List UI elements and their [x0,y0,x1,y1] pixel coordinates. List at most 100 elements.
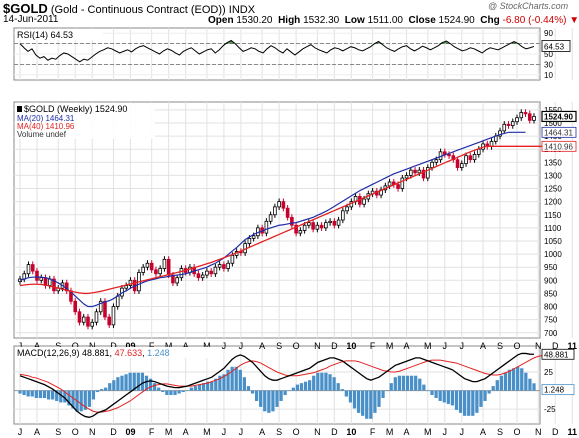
price-candle [158,268,162,275]
macd-histogram-bar [393,377,397,391]
macd-tick-label: -25 [544,405,556,414]
price-xtick-label: J [18,341,23,351]
macd-histogram-bar [463,390,467,416]
macd-histogram-bar [140,372,145,391]
macd-histogram-bar [214,378,218,391]
macd-title: MACD(12,26,9) 48.881, 47.633, 1.248 [17,348,170,358]
price-candle [341,210,345,221]
macd-histogram-bar [385,390,389,392]
macd-histogram-bar [181,390,185,393]
macd-histogram-bar [516,366,520,391]
rsi-tick-label: 90 [544,29,553,38]
macd-value: 48.881, [82,348,115,358]
macd-histogram-bar [324,372,328,391]
macd-histogram-bar [524,372,528,391]
macd-histogram-bar [511,368,516,391]
price-xtick-label: N [314,341,321,351]
price-candle [502,123,507,132]
price-xtick-label: F [370,341,376,351]
price-candle [332,220,337,226]
price-candle [154,269,158,275]
macd-histogram-bar [267,390,271,413]
ma40-legend: MA(40) 1410.96 [17,122,75,131]
macd-histogram-bar [495,380,499,391]
price-candle [52,278,56,292]
macd-name: MACD(12,26,9) [17,348,82,358]
macd-histogram-bar [71,390,75,409]
macd-xtick-label: J [460,427,465,437]
price-candle [294,224,298,234]
price-candle [205,270,209,276]
macd-histogram-bar [51,390,55,400]
price-candle [315,224,320,230]
close-value: 1524.90 [438,15,475,26]
chg-value: -6.80 (-0.44%) [502,15,567,26]
macd-histogram-bar [283,390,287,396]
macd-xtick-label: D [552,427,559,437]
price-legend-candle-icon [17,106,22,112]
macd-xtick-label: M [165,427,173,437]
rsi-tick-label: 10 [544,71,553,80]
price-tick-label: 1050 [544,237,562,246]
macd-xtick-label: F [370,427,376,437]
price-candle [345,206,349,212]
price-candle [90,321,95,327]
macd-histogram-bar [189,387,193,391]
price-candle [247,237,252,245]
macd-histogram-bar [148,378,153,391]
macd-xtick-label: 11 [567,427,577,437]
macd-histogram-bar [369,390,373,419]
price-candle [30,264,35,272]
macd-xtick-label: J [222,427,227,437]
price-xtick-label: M [386,341,394,351]
macd-xtick-label: J [443,427,448,437]
price-current-box-ma40 [541,140,577,152]
macd-histogram-bar [116,377,120,391]
macd-histogram-bar [193,386,198,391]
ma20-line [19,131,526,308]
price-candle [319,224,324,229]
macd-xtick-label: A [34,427,40,437]
macd-histogram-bar [291,387,295,391]
macd-histogram-bar [471,390,475,416]
price-candle [311,222,315,230]
price-candle [523,112,528,115]
price-candle [166,258,171,276]
macd-histogram-bar [414,375,418,391]
macd-histogram-bar [352,390,357,409]
open-label: Open [208,15,234,26]
price-candle [324,222,328,229]
price-xtick-label: O [293,341,300,351]
macd-histogram-bar [279,390,283,401]
macd-xtick-label: A [259,427,265,437]
macd-histogram-bar [377,390,381,407]
price-tick-label: 1350 [544,158,562,167]
macd-title-bg [15,347,215,358]
macd-histogram-bar [467,390,471,416]
macd-xtick-label: J [18,427,23,437]
macd-histogram-bar [475,390,479,413]
rsi-current-label: 64.53 [544,42,565,51]
macd-xtick-label: D [331,427,338,437]
rsi-tick-label: 30 [544,60,553,69]
price-candle [175,277,179,284]
price-candle [532,116,536,121]
macd-current-box-hist [541,384,575,396]
panel-frame-price [13,101,541,339]
price-candle [77,311,82,323]
macd-xtick-label: O [72,427,79,437]
price-candle [264,220,269,234]
price-candle [336,219,341,226]
macd-histogram-bar [108,383,112,391]
rsi-tick-label: 50 [544,50,553,59]
macd-histogram-bar [173,390,177,396]
macd-histogram-bar [271,390,275,412]
price-candle [111,306,116,326]
price-xtick-label: 11 [567,341,577,351]
price-candle [230,254,235,264]
price-candle [455,159,460,168]
macd-histogram-bar [42,390,47,398]
macd-histogram-bar [99,389,104,391]
macd-histogram-bar [438,390,442,401]
